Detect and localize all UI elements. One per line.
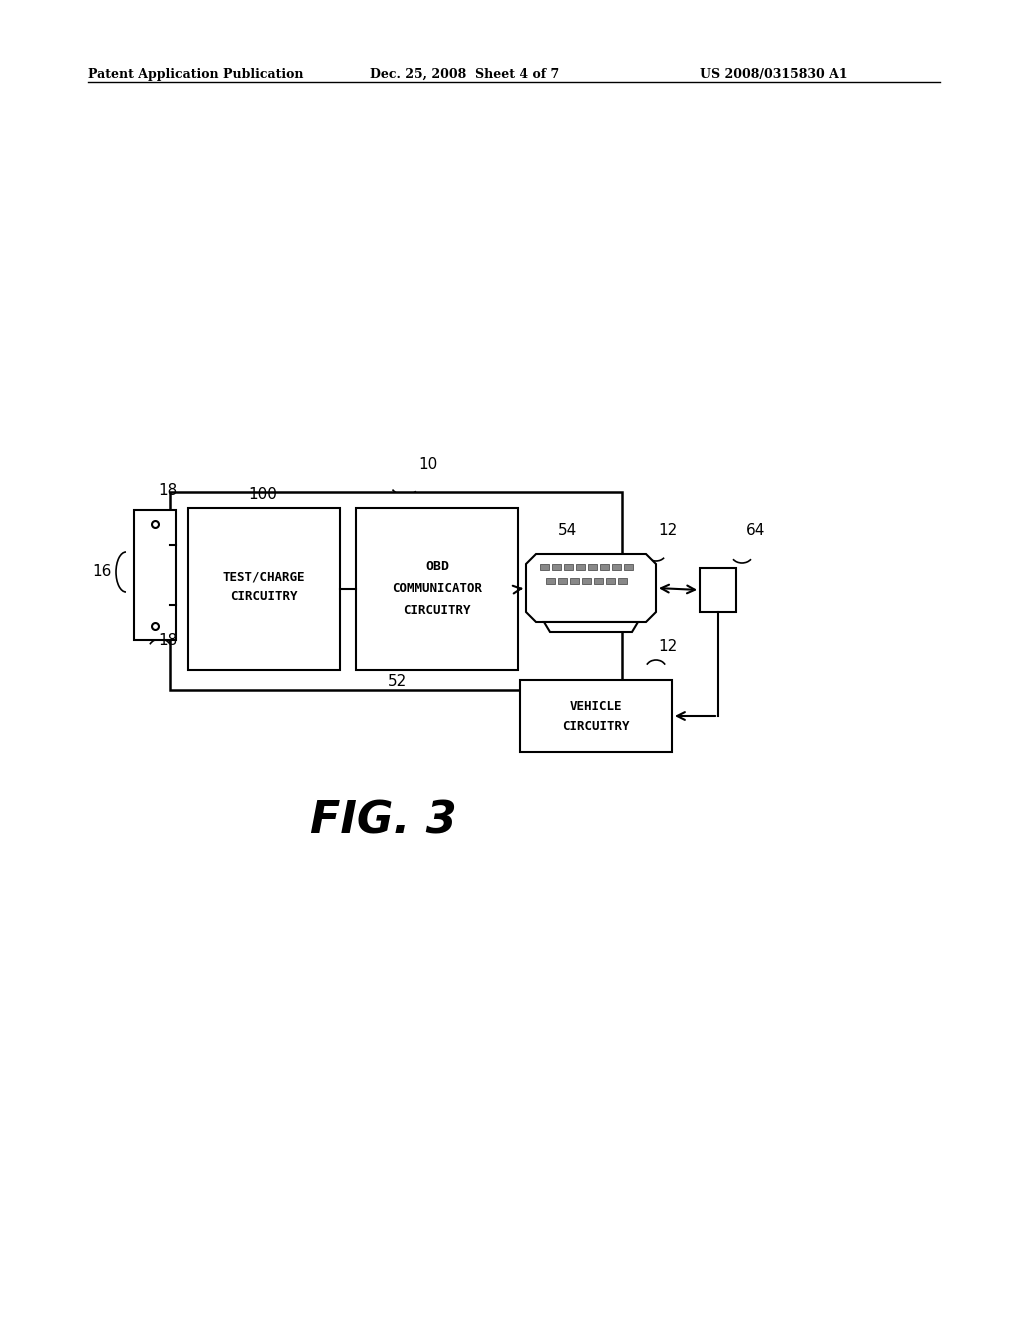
Bar xyxy=(134,510,176,640)
Text: 12: 12 xyxy=(658,523,677,539)
Bar xyxy=(520,680,672,752)
Text: 16: 16 xyxy=(92,565,112,579)
Text: OBD: OBD xyxy=(425,561,449,573)
Bar xyxy=(564,564,573,570)
Text: CIRCUITRY: CIRCUITRY xyxy=(562,719,630,733)
Bar xyxy=(700,568,736,612)
Bar xyxy=(570,578,579,583)
Text: 18: 18 xyxy=(158,634,177,648)
Bar xyxy=(540,564,549,570)
Text: US 2008/0315830 A1: US 2008/0315830 A1 xyxy=(700,69,848,81)
Text: Dec. 25, 2008  Sheet 4 of 7: Dec. 25, 2008 Sheet 4 of 7 xyxy=(370,69,559,81)
Bar xyxy=(170,492,622,690)
Text: CIRCUITRY: CIRCUITRY xyxy=(403,605,471,618)
Bar xyxy=(582,578,591,583)
Polygon shape xyxy=(544,622,638,632)
Bar xyxy=(606,578,615,583)
Text: 18: 18 xyxy=(158,483,177,498)
Bar xyxy=(594,578,603,583)
Bar xyxy=(624,564,633,570)
Bar xyxy=(588,564,597,570)
Text: FIG. 3: FIG. 3 xyxy=(310,800,457,843)
Bar xyxy=(612,564,621,570)
Bar xyxy=(188,508,340,671)
Text: 52: 52 xyxy=(388,675,408,689)
Text: 12: 12 xyxy=(658,639,677,653)
Text: 100: 100 xyxy=(248,487,276,502)
Text: COMMUNICATOR: COMMUNICATOR xyxy=(392,582,482,595)
Bar xyxy=(356,508,518,671)
Text: VEHICLE: VEHICLE xyxy=(569,700,623,713)
Polygon shape xyxy=(526,554,656,622)
Text: 10: 10 xyxy=(418,457,437,473)
Bar xyxy=(546,578,555,583)
Bar xyxy=(552,564,561,570)
Bar xyxy=(558,578,567,583)
Bar xyxy=(618,578,627,583)
Bar xyxy=(600,564,609,570)
Text: CIRCUITRY: CIRCUITRY xyxy=(230,590,298,603)
Text: TEST/CHARGE: TEST/CHARGE xyxy=(223,570,305,583)
Text: 54: 54 xyxy=(558,523,578,539)
Text: 64: 64 xyxy=(746,523,765,539)
Bar xyxy=(575,564,585,570)
Text: Patent Application Publication: Patent Application Publication xyxy=(88,69,303,81)
